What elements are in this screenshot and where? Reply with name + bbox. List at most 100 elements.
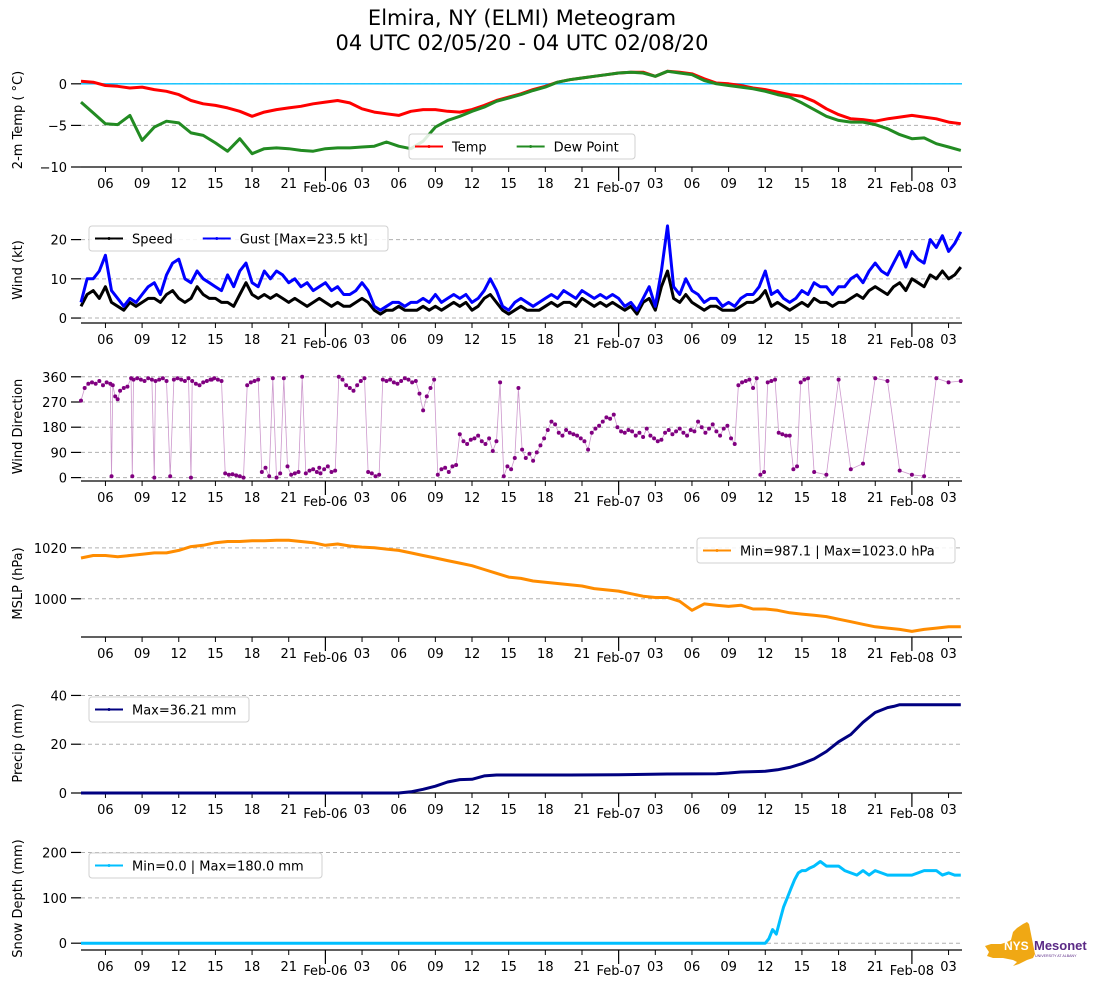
x-tick-label: 09: [427, 333, 444, 348]
x-day-label: Feb-08: [890, 337, 934, 352]
legend-marker: [215, 237, 219, 240]
data-point: [754, 376, 759, 381]
data-point: [406, 377, 411, 382]
data-point: [490, 449, 495, 453]
x-tick-label: 06: [390, 647, 407, 662]
x-tick-label: 06: [97, 647, 114, 662]
data-point: [622, 430, 627, 435]
x-tick-label: 21: [867, 803, 884, 818]
x-tick-label: 06: [390, 960, 407, 975]
x-tick-label: 06: [390, 177, 407, 192]
x-tick-label: 12: [464, 333, 481, 348]
legend-precip: Max=36.21 mm: [88, 696, 250, 723]
data-point: [164, 379, 169, 383]
x-tick-label: 21: [574, 491, 591, 506]
data-point: [589, 430, 594, 435]
data-point: [637, 430, 642, 435]
x-tick-label: 18: [830, 177, 847, 192]
x-tick-label: 06: [684, 803, 701, 818]
data-point: [619, 429, 624, 434]
data-point: [958, 379, 963, 383]
data-point: [776, 430, 781, 435]
data-point: [578, 436, 583, 441]
x-tick-label: 03: [647, 333, 664, 348]
legend-mslp: Min=987.1 | Max=1023.0 hPa: [696, 537, 956, 564]
data-point: [677, 426, 682, 431]
data-point: [168, 474, 173, 479]
x-tick-label: 09: [134, 333, 151, 348]
data-point: [692, 429, 697, 434]
y-tick-label: 1000: [34, 593, 67, 608]
data-point: [836, 377, 841, 382]
x-tick-label: 12: [757, 177, 774, 192]
data-point: [212, 376, 217, 381]
data-point: [358, 379, 363, 383]
legend-label: Min=987.1 | Max=1023.0 hPa: [740, 545, 935, 560]
x-tick-label: 12: [170, 333, 187, 348]
data-point: [743, 379, 748, 383]
legend-wind: Speed Gust [Max=23.5 kt]: [88, 225, 389, 252]
data-point: [922, 474, 927, 479]
x-tick-label: 21: [280, 647, 297, 662]
data-point: [633, 433, 638, 438]
data-point: [593, 426, 598, 431]
x-tick-label: 15: [500, 803, 517, 818]
x-day-label: Feb-08: [890, 651, 934, 666]
data-point: [582, 439, 587, 444]
data-point: [109, 474, 114, 479]
series-line: [81, 860, 961, 945]
x-tick-label: 03: [940, 333, 957, 348]
data-point: [362, 376, 367, 381]
x-tick-label: 09: [134, 647, 151, 662]
x-tick-label: 18: [830, 491, 847, 506]
data-point: [329, 470, 334, 474]
data-point: [729, 436, 734, 441]
data-point: [795, 464, 800, 469]
x-tick-label: 18: [537, 960, 554, 975]
data-point: [104, 380, 109, 385]
data-point: [413, 379, 418, 383]
x-day-label: Feb-06: [303, 651, 347, 666]
data-point: [681, 430, 686, 435]
x-tick-label: 18: [537, 803, 554, 818]
x-tick-label: 18: [244, 333, 261, 348]
y-axis-label: 2-m Temp ( °C): [11, 71, 26, 169]
x-tick-label: 03: [940, 647, 957, 662]
x-tick-label: 06: [684, 960, 701, 975]
data-point: [802, 377, 807, 382]
data-point: [377, 472, 382, 477]
x-tick-label: 12: [464, 960, 481, 975]
x-tick-label: 12: [464, 491, 481, 506]
series-line: [80, 538, 961, 633]
x-tick-label: 21: [867, 960, 884, 975]
data-point: [380, 377, 385, 382]
data-point: [201, 380, 206, 385]
x-day-label: Feb-06: [303, 964, 347, 979]
x-tick-label: 03: [354, 960, 371, 975]
data-point: [780, 432, 785, 437]
data-point: [520, 447, 525, 452]
y-tick-label: 10: [50, 273, 67, 288]
data-point: [89, 380, 94, 385]
data-point: [296, 470, 301, 474]
data-point: [388, 377, 393, 382]
x-day-label: Feb-08: [890, 495, 934, 510]
x-tick-label: 03: [940, 491, 957, 506]
x-tick-label: 18: [244, 647, 261, 662]
data-point: [292, 471, 297, 476]
x-tick-label: 15: [794, 960, 811, 975]
series-line: [79, 266, 962, 316]
x-tick-label: 21: [280, 333, 297, 348]
x-tick-label: 15: [794, 803, 811, 818]
data-point: [498, 380, 503, 385]
series-line: [79, 224, 963, 312]
data-point: [223, 471, 228, 476]
data-point: [248, 380, 253, 385]
x-tick-label: 21: [867, 177, 884, 192]
y-tick-label: 1020: [34, 542, 67, 557]
x-tick-label: 12: [170, 491, 187, 506]
data-point: [97, 379, 102, 383]
data-point: [190, 379, 195, 383]
data-point: [278, 471, 283, 476]
x-tick-label: 03: [354, 491, 371, 506]
